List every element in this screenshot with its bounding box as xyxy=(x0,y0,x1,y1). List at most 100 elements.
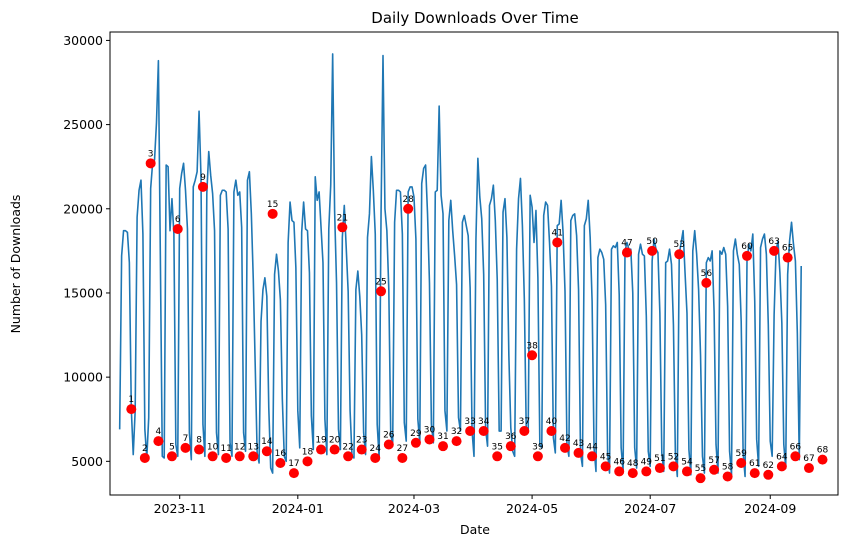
annotated-point xyxy=(451,436,462,447)
point-label: 13 xyxy=(248,442,259,452)
point-label: 10 xyxy=(207,442,219,452)
annotated-point xyxy=(221,452,232,463)
annotated-point xyxy=(267,208,278,219)
point-label: 7 xyxy=(183,434,189,444)
annotated-point xyxy=(424,434,435,445)
y-tick-label: 30000 xyxy=(63,33,103,48)
point-label: 41 xyxy=(552,228,563,238)
point-label: 55 xyxy=(695,464,706,474)
point-label: 34 xyxy=(478,417,490,427)
annotated-point xyxy=(275,458,286,469)
point-label: 15 xyxy=(267,200,278,210)
point-label: 18 xyxy=(302,447,314,457)
point-label: 36 xyxy=(505,432,517,442)
point-label: 29 xyxy=(410,429,422,439)
annotated-point xyxy=(587,451,598,462)
point-label: 35 xyxy=(492,442,503,452)
point-label: 14 xyxy=(261,437,273,447)
point-label: 43 xyxy=(573,439,584,449)
annotated-point xyxy=(654,463,665,474)
point-label: 64 xyxy=(776,452,788,462)
annotated-point xyxy=(763,469,774,480)
annotated-point xyxy=(803,463,814,474)
point-label: 26 xyxy=(383,430,395,440)
point-label: 37 xyxy=(519,417,530,427)
annotated-point xyxy=(681,466,692,477)
annotated-point xyxy=(343,451,354,462)
annotated-point xyxy=(166,451,177,462)
annotated-point xyxy=(153,436,164,447)
point-label: 9 xyxy=(200,173,206,183)
x-tick-label: 2024-09 xyxy=(744,501,796,516)
plot-frame xyxy=(109,31,839,496)
chart-title: Daily Downloads Over Time xyxy=(371,9,578,27)
annotated-point xyxy=(546,426,557,437)
point-label: 67 xyxy=(803,454,814,464)
annotated-point xyxy=(465,426,476,437)
point-label: 56 xyxy=(701,269,713,279)
y-tick-label: 20000 xyxy=(63,201,103,216)
point-label: 48 xyxy=(627,459,639,469)
point-label: 19 xyxy=(315,436,327,446)
annotated-point xyxy=(316,444,327,455)
annotated-point xyxy=(478,426,489,437)
point-label: 46 xyxy=(613,457,625,467)
point-label: 11 xyxy=(220,444,231,454)
x-tick-label: 2024-05 xyxy=(506,501,558,516)
annotated-point xyxy=(701,277,712,288)
point-label: 49 xyxy=(641,457,653,467)
x-tick-label: 2024-07 xyxy=(624,501,676,516)
point-label: 22 xyxy=(342,442,353,452)
annotated-point xyxy=(302,456,313,467)
point-label: 39 xyxy=(532,442,544,452)
point-label: 8 xyxy=(196,436,202,446)
point-label: 51 xyxy=(654,454,665,464)
annotated-point xyxy=(145,158,156,169)
point-label: 28 xyxy=(402,195,414,205)
point-label: 24 xyxy=(370,444,382,454)
annotated-point xyxy=(505,441,516,452)
annotated-point xyxy=(573,447,584,458)
point-label: 16 xyxy=(275,449,287,459)
point-label: 32 xyxy=(451,427,462,437)
point-label: 2 xyxy=(142,444,148,454)
point-label: 50 xyxy=(646,237,658,247)
point-label: 44 xyxy=(586,442,598,452)
annotated-point xyxy=(397,452,408,463)
point-label: 68 xyxy=(817,446,829,456)
x-tick-label: 2024-03 xyxy=(388,501,440,516)
annotated-point xyxy=(194,444,205,455)
annotated-point xyxy=(139,452,150,463)
point-label: 63 xyxy=(768,237,779,247)
annotated-point xyxy=(668,461,679,472)
point-label: 57 xyxy=(708,456,719,466)
annotated-point xyxy=(403,203,414,214)
point-label: 54 xyxy=(681,457,693,467)
annotated-point xyxy=(560,442,570,453)
point-label: 27 xyxy=(397,444,408,454)
annotated-point xyxy=(261,446,272,457)
point-label: 38 xyxy=(526,341,538,351)
series-layer xyxy=(118,53,803,478)
annotated-point xyxy=(790,451,801,462)
point-label: 17 xyxy=(288,459,299,469)
annotated-point xyxy=(614,466,625,477)
annotated-point xyxy=(782,252,793,263)
point-label: 62 xyxy=(763,461,774,471)
point-label: 4 xyxy=(156,427,162,437)
series-line-0 xyxy=(118,53,803,478)
annotated-point xyxy=(197,181,208,192)
annotated-point xyxy=(674,249,685,260)
annotated-point xyxy=(492,451,503,462)
point-label: 5 xyxy=(169,442,175,452)
point-label: 53 xyxy=(674,240,685,250)
point-label: 65 xyxy=(782,244,793,254)
annotated-point xyxy=(370,452,381,463)
annotated-point xyxy=(627,468,638,479)
point-label: 40 xyxy=(546,417,558,427)
annotated-point xyxy=(527,350,538,361)
point-label: 20 xyxy=(329,436,341,446)
